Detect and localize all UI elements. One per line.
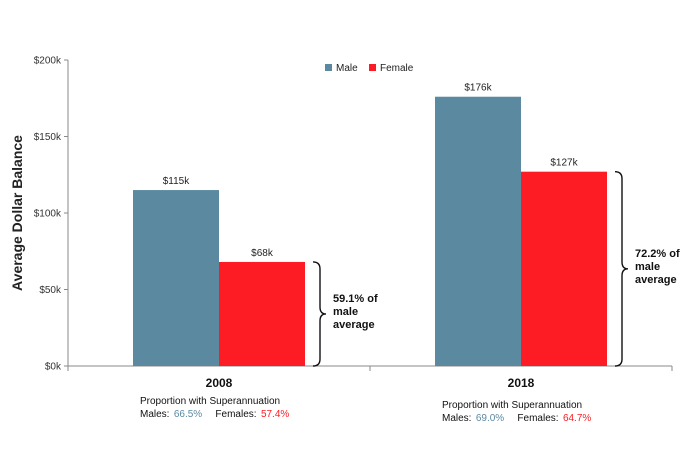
data-label: $115k [163, 176, 191, 187]
y-tick-label: $200k [34, 56, 62, 67]
annotation-line: male [333, 306, 358, 318]
legend-swatch-female [369, 64, 376, 71]
legend-label-female: Female [380, 63, 414, 74]
annotation-line: average [333, 319, 375, 331]
bar-male-2018 [435, 96, 521, 366]
proportions: Proportion with Superannuation Males: 66.5… [140, 396, 591, 424]
y-tick-label: $50k [39, 285, 62, 296]
y-axis-label: Average Dollar Balance [9, 135, 25, 291]
y-tick-label: $0k [45, 362, 62, 373]
labels: $115k $68k 2008 $176k $127k 2018 [163, 83, 579, 390]
males-value: 66.5% [174, 409, 202, 420]
annotation-line: 59.1% of [333, 293, 378, 305]
proportion-row: Males: 66.5% Females: 57.4% [140, 409, 289, 420]
males-label: Males: [442, 413, 471, 424]
females-label: Females: [517, 413, 558, 424]
annotation-line: average [635, 274, 677, 286]
annotation-line: male [635, 261, 660, 273]
bar-female-2008 [219, 261, 305, 366]
data-label: $176k [464, 83, 492, 94]
data-label: $68k [251, 248, 274, 259]
females-value: 57.4% [261, 409, 289, 420]
legend-label-male: Male [336, 63, 358, 74]
x-tick-label: 2018 [508, 376, 535, 390]
brace-2008 [312, 261, 327, 367]
bar-female-2018 [521, 171, 607, 366]
bar-male-2008 [133, 190, 219, 366]
annotation-line: 72.2% of [635, 248, 680, 260]
bars [133, 96, 607, 366]
brace-2018 [614, 170, 629, 367]
legend: Male Female [325, 63, 414, 74]
x-tick-label: 2008 [206, 376, 233, 390]
y-tick-label: $100k [34, 209, 62, 220]
females-label: Females: [215, 409, 256, 420]
proportion-heading: Proportion with Superannuation [442, 400, 582, 411]
proportion-heading: Proportion with Superannuation [140, 396, 280, 407]
females-value: 64.7% [563, 413, 591, 424]
data-label: $127k [550, 158, 578, 169]
legend-swatch-male [325, 64, 332, 71]
y-tick-label: $150k [34, 132, 62, 143]
males-label: Males: [140, 409, 169, 420]
males-value: 69.0% [476, 413, 504, 424]
proportion-row: Males: 69.0% Females: 64.7% [442, 413, 591, 424]
